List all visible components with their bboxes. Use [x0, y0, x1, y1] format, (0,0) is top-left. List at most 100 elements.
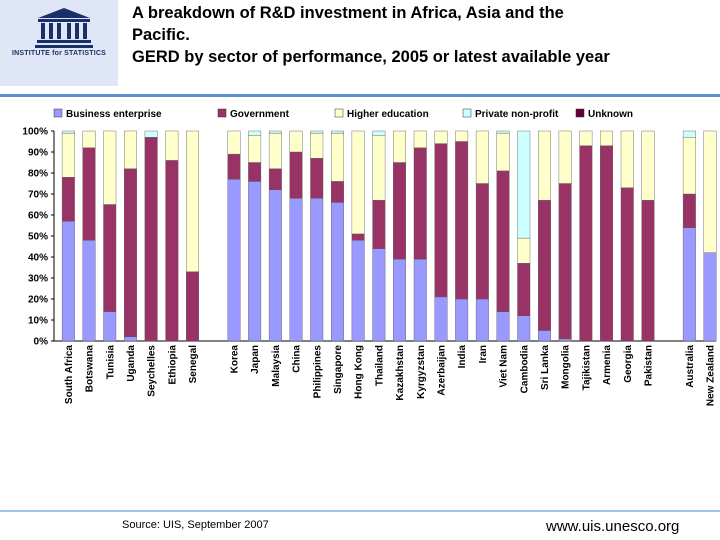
x-tick-label: Armenia — [602, 345, 613, 385]
bar-segment — [268, 189, 282, 342]
title-line: GERD by sector of performance, 2005 or l… — [132, 48, 610, 66]
x-tick-label: Philippines — [312, 345, 323, 399]
bar-segment — [268, 130, 282, 134]
bar-segment — [372, 248, 386, 342]
bar-segment — [641, 130, 655, 201]
bar-segment — [517, 237, 531, 264]
bar-segment — [331, 202, 344, 342]
y-tick-label: 70% — [28, 190, 48, 201]
bar-segment — [475, 130, 489, 184]
bar-segment — [600, 145, 613, 342]
bar-segment — [61, 130, 75, 134]
y-tick-label: 0% — [34, 337, 49, 348]
bar-segment — [61, 132, 75, 178]
x-tick-label: South Africa — [64, 345, 75, 405]
legend-swatch — [217, 108, 227, 118]
bar-segment — [144, 130, 158, 138]
bar-segment — [227, 130, 241, 155]
x-tick-label: Tunisia — [105, 345, 116, 380]
bar-segment — [248, 181, 262, 342]
bar-segment — [61, 176, 75, 222]
bar-segment — [61, 221, 75, 342]
bar-segment — [682, 130, 696, 138]
legend-label: Business enterprise — [66, 109, 162, 120]
title-line: Pacific. — [132, 26, 190, 44]
bar-segment — [123, 336, 137, 342]
bar-segment — [289, 197, 303, 342]
x-tick-label: Uganda — [126, 345, 137, 382]
bar-segment — [579, 145, 593, 342]
y-tick-label: 90% — [28, 148, 48, 159]
bar-segment — [310, 197, 324, 342]
x-tick-label: India — [457, 345, 468, 369]
bar-segment — [517, 315, 531, 342]
legend-label: Higher education — [347, 109, 429, 120]
bar-segment — [351, 130, 365, 235]
bar-segment — [227, 179, 241, 342]
bar-segment — [475, 298, 489, 342]
x-tick-label: Hong Kong — [354, 345, 365, 399]
bar-segment — [289, 130, 303, 153]
bar-segment — [434, 296, 448, 342]
bar-segment — [351, 239, 365, 342]
x-tick-label: Korea — [229, 345, 240, 374]
y-tick-label: 80% — [28, 169, 48, 180]
x-tick-label: Japan — [250, 345, 261, 374]
bar-segment — [558, 338, 572, 342]
legend-label: Government — [230, 109, 290, 120]
website-link[interactable]: www.uis.unesco.org — [546, 518, 680, 535]
bar-segment — [227, 153, 241, 180]
x-tick-label: China — [292, 345, 303, 373]
bar-segment — [455, 130, 469, 142]
bar-segment — [82, 147, 96, 241]
header-rule — [0, 94, 720, 97]
bar-segment — [682, 227, 696, 342]
bar-segment — [310, 130, 324, 134]
x-tick-label: Singapore — [333, 345, 344, 394]
bar-segment — [393, 258, 406, 342]
legend-swatch — [462, 108, 472, 118]
x-tick-label: Cambodia — [519, 345, 530, 394]
bar-segment — [393, 130, 406, 163]
bar-segment — [434, 143, 448, 298]
x-tick-label: Sri Lanka — [540, 345, 551, 390]
legend-swatch — [575, 108, 585, 118]
y-tick-label: 40% — [28, 253, 48, 264]
bar-segment — [703, 252, 717, 342]
y-tick-label: 50% — [28, 232, 48, 243]
y-tick-label: 60% — [28, 211, 48, 222]
bar-segment — [455, 298, 469, 342]
legend-swatch — [334, 108, 344, 118]
x-tick-label: Kazakhstan — [395, 345, 406, 401]
bar-segment — [558, 183, 572, 340]
x-tick-label: Pakistan — [643, 345, 654, 386]
bar-segment — [289, 151, 303, 199]
y-tick-label: 100% — [22, 127, 48, 138]
bar-segment — [248, 162, 262, 182]
y-tick-label: 30% — [28, 274, 48, 285]
x-tick-label: Iran — [478, 345, 489, 363]
y-tick-label: 10% — [28, 316, 48, 327]
bar-segment — [703, 130, 717, 254]
bar-segment — [103, 311, 117, 342]
legend-swatch — [53, 108, 63, 118]
bar-segment — [268, 132, 282, 169]
x-tick-label: Thailand — [374, 345, 385, 386]
bar-segment — [600, 130, 613, 146]
x-tick-label: Malaysia — [271, 345, 282, 387]
bar-segment — [82, 130, 96, 148]
x-tick-label: Mongolia — [561, 345, 572, 389]
bar-segment — [496, 130, 510, 134]
bar-segment — [123, 130, 137, 169]
gerd-stacked-bar-chart: Business enterprise Government Higher educ… — [22, 108, 717, 406]
unesco-institute-label: INSTITUTE for STATISTICS — [12, 50, 106, 57]
bar-segment — [248, 135, 262, 163]
x-tick-label: Georgia — [623, 345, 634, 383]
bar-segment — [620, 187, 634, 342]
bar-segment — [331, 130, 344, 134]
bar-segment — [351, 233, 365, 241]
temple-icon — [35, 8, 93, 48]
bar-segment — [413, 130, 427, 148]
source-note: Source: UIS, September 2007 — [122, 519, 269, 531]
bar-segment — [413, 147, 427, 260]
